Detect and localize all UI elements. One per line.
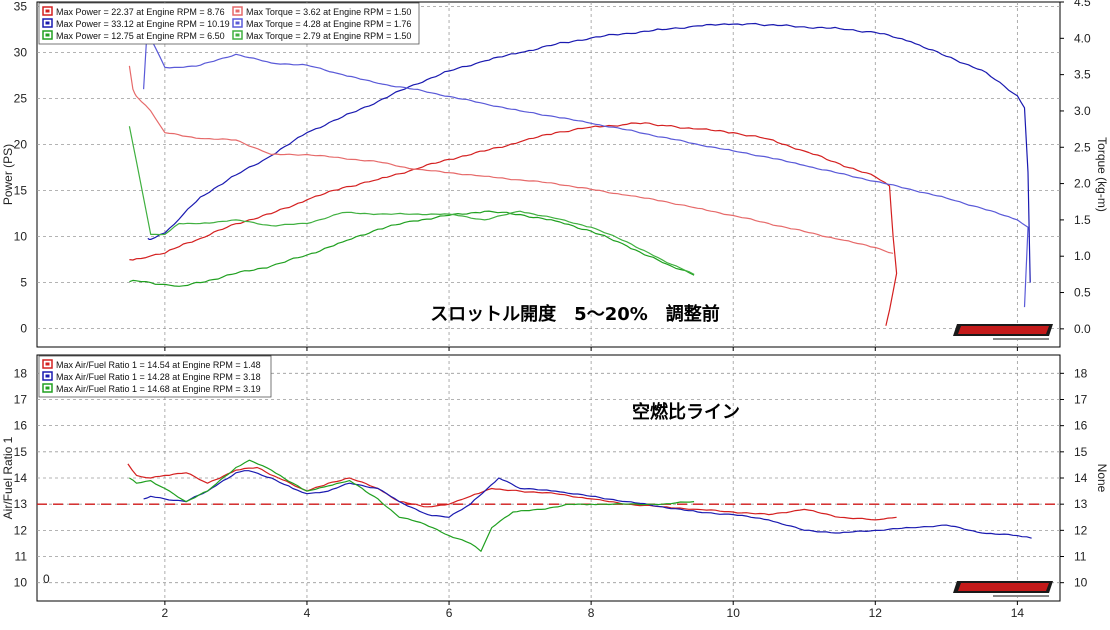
legend-box bbox=[38, 355, 272, 398]
legend-swatch-fill bbox=[45, 9, 50, 13]
y-left-tick-label: 11 bbox=[15, 550, 28, 564]
power-torque-chart: 0 5 10 15 20 25 30 35 0.0 0.5 1.0 1.5 2.0 2.5 3.0 3.5 4.… bbox=[1, 0, 1109, 351]
y-left-tick-label: 10 bbox=[14, 230, 28, 244]
x-tick-label: 4 bbox=[304, 606, 311, 620]
legend-box bbox=[38, 2, 420, 45]
y-left-tick-label: 16 bbox=[14, 419, 28, 433]
y-left-tick-label: 20 bbox=[14, 138, 28, 152]
logo-underline bbox=[993, 595, 1049, 597]
chart-annotation: スロットル開度 5～20% 調整前 bbox=[430, 303, 720, 325]
logo-stripe bbox=[958, 326, 1049, 334]
y-right-tick-label: 4.0 bbox=[1074, 31, 1091, 45]
series-line-3 bbox=[129, 210, 695, 287]
corner-label: 0 bbox=[43, 572, 50, 586]
y-left-axis-label: Power (PS) bbox=[1, 144, 15, 205]
y-left-tick-label: 30 bbox=[14, 46, 28, 60]
y-right-axis-label: None bbox=[1095, 464, 1109, 493]
y-right-tick-label: 18 bbox=[1074, 366, 1088, 380]
y-right-tick-label: 1.0 bbox=[1074, 249, 1091, 263]
series-line-6 bbox=[128, 126, 695, 275]
y-left-tick-label: 15 bbox=[14, 445, 28, 459]
y-right-tick-label: 12 bbox=[1074, 523, 1088, 537]
y-right-tick-label: 0.5 bbox=[1074, 286, 1091, 300]
legend-swatch-fill bbox=[235, 9, 240, 13]
x-tick-label: 2 bbox=[162, 606, 169, 620]
y-right-tick-label: 14 bbox=[1074, 471, 1088, 485]
y-right-axis-label: Torque (kg-m) bbox=[1095, 137, 1109, 212]
y-right-tick-label: 0.0 bbox=[1074, 322, 1091, 336]
legend-swatch-fill bbox=[235, 21, 240, 25]
series-line-3 bbox=[129, 459, 695, 552]
y-left-tick-label: 14 bbox=[14, 471, 28, 485]
y-right-tick-label: 17 bbox=[1074, 392, 1088, 406]
air-fuel-chart: 2 4 6 8 10 12 14 10 11 12 13 14 15 16 17 18 10 11 12 13 14 15… bbox=[1, 354, 1109, 620]
legend-entry: Max Power = 33.12 at Engine RPM = 10.19 bbox=[56, 19, 230, 29]
x-tick-label: 8 bbox=[588, 606, 595, 620]
legend-swatch-fill bbox=[45, 33, 50, 37]
logo-underline bbox=[993, 338, 1049, 340]
legend-entry: Max Torque = 3.62 at Engine RPM = 1.50 bbox=[246, 7, 411, 17]
x-tick-label: 10 bbox=[727, 606, 741, 620]
y-left-tick-label: 18 bbox=[14, 366, 28, 380]
x-tick-label: 12 bbox=[869, 606, 883, 620]
y-left-tick-label: 0 bbox=[20, 322, 27, 336]
y-right-tick-label: 10 bbox=[1074, 576, 1088, 590]
series-line-2 bbox=[143, 470, 1032, 539]
series-line-1 bbox=[127, 463, 897, 521]
y-right-tick-label: 11 bbox=[1074, 550, 1087, 564]
legend-swatch-fill bbox=[45, 362, 50, 366]
y-right-tick-label: 3.0 bbox=[1074, 104, 1091, 118]
series-line-2 bbox=[147, 22, 1031, 283]
y-left-axis-label: Air/Fuel Ratio 1 bbox=[1, 436, 15, 519]
legend-entry: Max Torque = 4.28 at Engine RPM = 1.76 bbox=[246, 19, 411, 29]
y-right-tick-label: 1.5 bbox=[1074, 213, 1091, 227]
y-right-tick-label: 3.5 bbox=[1074, 68, 1091, 82]
legend-entry: Max Power = 12.75 at Engine RPM = 6.50 bbox=[56, 31, 225, 41]
legend-entry: Max Power = 22.37 at Engine RPM = 8.76 bbox=[56, 7, 225, 17]
y-left-tick-label: 13 bbox=[14, 497, 28, 511]
dynojet-logo bbox=[953, 581, 1053, 597]
x-tick-label: 6 bbox=[446, 606, 453, 620]
dynojet-logo bbox=[953, 324, 1053, 340]
y-right-tick-label: 13 bbox=[1074, 497, 1088, 511]
legend-swatch-fill bbox=[45, 21, 50, 25]
logo-stripe bbox=[958, 583, 1049, 591]
legend-entry: Max Air/Fuel Ratio 1 = 14.54 at Engine R… bbox=[56, 360, 261, 370]
legend-entry: Max Air/Fuel Ratio 1 = 14.68 at Engine R… bbox=[56, 384, 261, 394]
series-line-1 bbox=[129, 122, 898, 326]
series-line-4 bbox=[128, 65, 894, 254]
y-left-tick-label: 15 bbox=[14, 184, 28, 198]
y-left-tick-label: 10 bbox=[14, 576, 28, 590]
legend-swatch-fill bbox=[45, 386, 50, 390]
y-right-tick-label: 2.5 bbox=[1074, 140, 1091, 154]
y-left-tick-label: 25 bbox=[14, 92, 28, 106]
y-right-tick-label: 16 bbox=[1074, 419, 1088, 433]
y-right-tick-label: 15 bbox=[1074, 445, 1088, 459]
legend-entry: Max Torque = 2.79 at Engine RPM = 1.50 bbox=[246, 31, 411, 41]
chart-annotation: 空燃比ライン bbox=[632, 401, 740, 423]
legend-swatch-fill bbox=[45, 374, 50, 378]
x-tick-label: 14 bbox=[1011, 606, 1025, 620]
series-line-5 bbox=[143, 17, 1029, 308]
y-right-tick-label: 2.0 bbox=[1074, 177, 1091, 191]
y-left-tick-label: 35 bbox=[14, 0, 28, 14]
y-left-tick-label: 5 bbox=[20, 276, 27, 290]
y-left-tick-label: 17 bbox=[14, 392, 28, 406]
legend-entry: Max Air/Fuel Ratio 1 = 14.28 at Engine R… bbox=[56, 372, 261, 382]
plot-frame bbox=[36, 1, 1061, 348]
y-left-tick-label: 12 bbox=[14, 523, 28, 537]
legend-swatch-fill bbox=[235, 33, 240, 37]
y-right-tick-label: 4.5 bbox=[1074, 0, 1091, 9]
